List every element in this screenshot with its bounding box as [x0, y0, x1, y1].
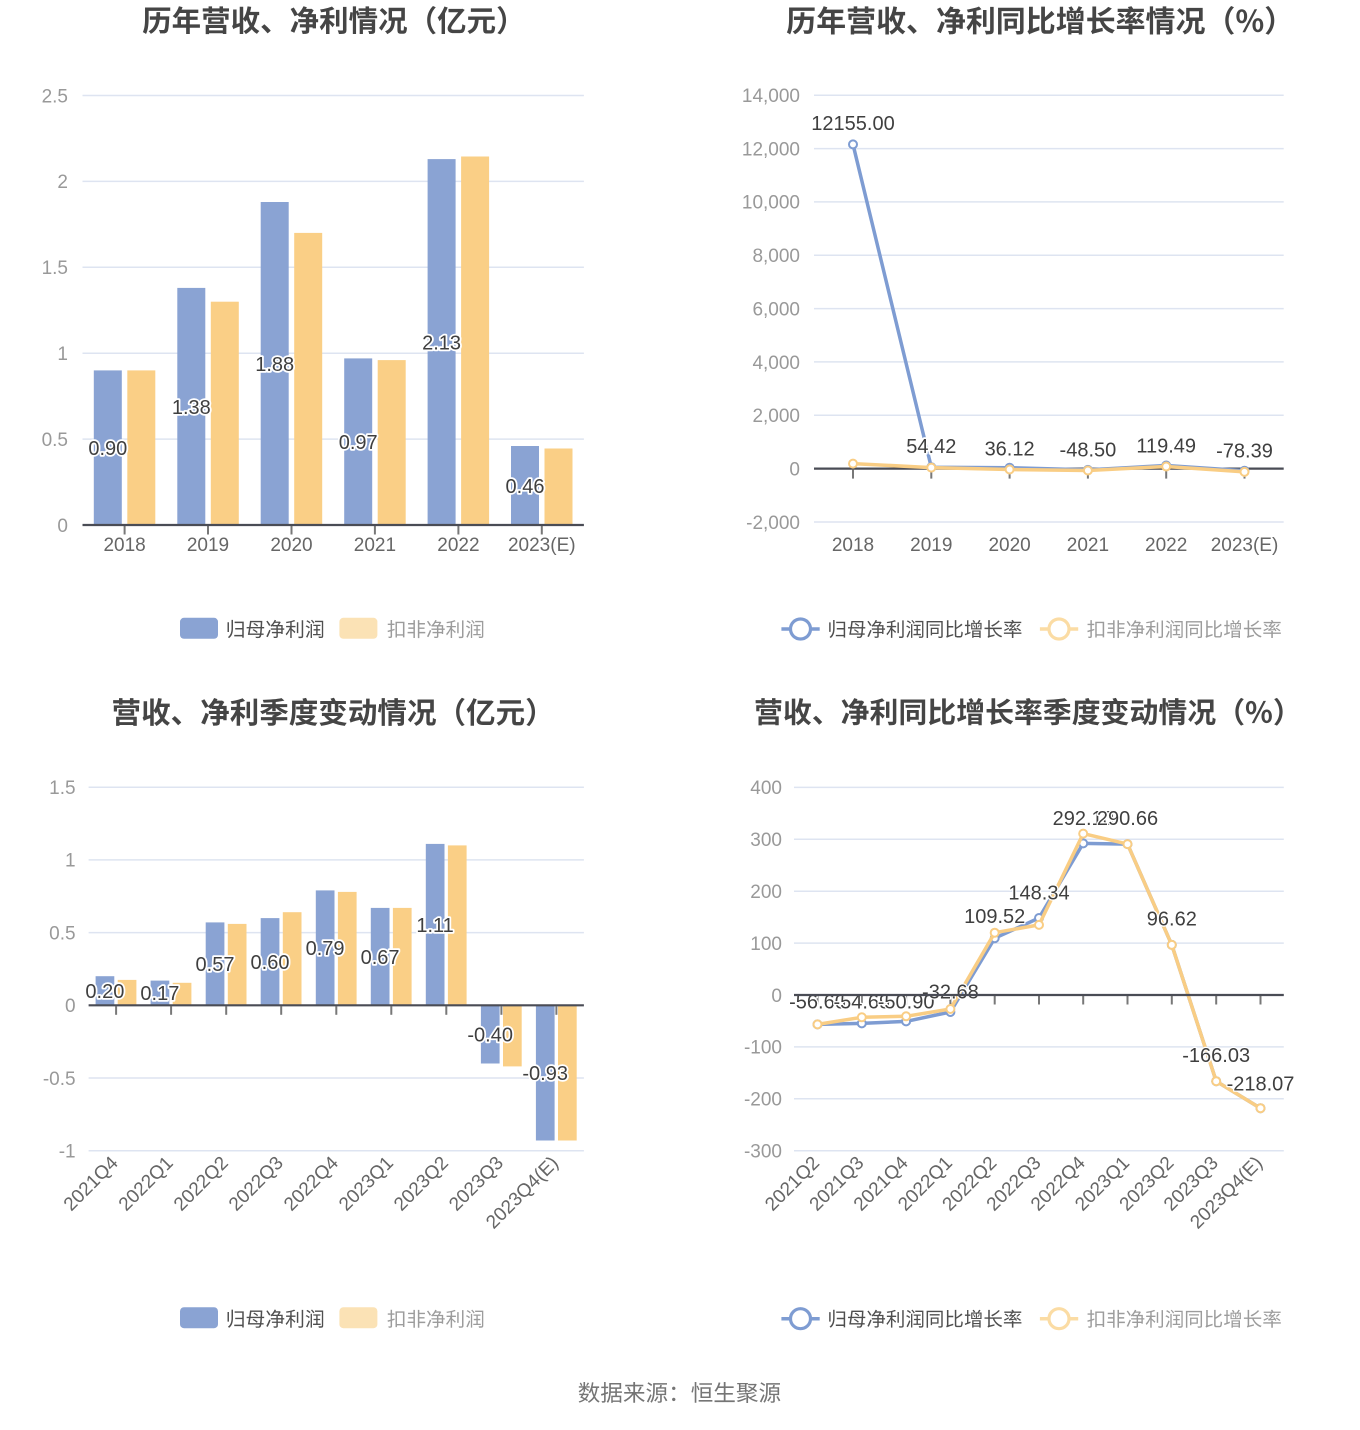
svg-text:0.60: 0.60 [251, 952, 290, 974]
svg-text:292.10: 292.10 [1053, 808, 1114, 830]
svg-text:0: 0 [771, 986, 782, 1007]
svg-text:-200: -200 [744, 1090, 782, 1111]
svg-text:2019: 2019 [187, 535, 229, 556]
svg-text:2.5: 2.5 [42, 86, 68, 107]
svg-text:10,000: 10,000 [742, 193, 800, 214]
svg-text:0.5: 0.5 [42, 430, 68, 451]
svg-text:400: 400 [750, 778, 782, 799]
svg-text:2023(E): 2023(E) [508, 535, 576, 556]
svg-text:1: 1 [65, 851, 76, 872]
svg-text:2,000: 2,000 [752, 406, 800, 427]
svg-text:-2,000: -2,000 [746, 513, 800, 534]
svg-text:100: 100 [750, 934, 782, 955]
svg-text:96.62: 96.62 [1147, 909, 1197, 931]
svg-text:4,000: 4,000 [752, 353, 800, 374]
svg-text:-300: -300 [744, 1142, 782, 1163]
svg-text:2018: 2018 [103, 535, 145, 556]
svg-text:0.20: 0.20 [85, 981, 124, 1003]
svg-text:290.66: 290.66 [1097, 808, 1158, 830]
svg-text:12,000: 12,000 [742, 139, 800, 160]
svg-text:119.49: 119.49 [1136, 436, 1196, 458]
svg-text:1: 1 [57, 344, 68, 365]
svg-text:0.17: 0.17 [140, 983, 179, 1005]
svg-text:0: 0 [65, 996, 76, 1017]
svg-text:-32.68: -32.68 [922, 982, 979, 1004]
svg-text:-0.5: -0.5 [43, 1069, 76, 1090]
svg-text:2022: 2022 [437, 535, 479, 556]
svg-text:-0.40: -0.40 [467, 1025, 513, 1047]
svg-text:0: 0 [789, 459, 800, 480]
svg-text:2021: 2021 [354, 535, 396, 556]
svg-text:148.34: 148.34 [1008, 883, 1069, 905]
svg-text:0.67: 0.67 [361, 947, 400, 969]
svg-text:1.5: 1.5 [49, 778, 75, 799]
svg-text:0.5: 0.5 [49, 923, 75, 944]
svg-text:8,000: 8,000 [752, 246, 800, 267]
svg-text:109.52: 109.52 [964, 906, 1025, 928]
svg-text:2021: 2021 [1067, 535, 1109, 556]
svg-text:0.79: 0.79 [306, 938, 345, 960]
svg-text:1.38: 1.38 [172, 397, 211, 419]
svg-text:2022: 2022 [1145, 535, 1187, 556]
svg-text:1.88: 1.88 [255, 354, 294, 376]
svg-text:0: 0 [57, 516, 68, 537]
svg-text:-0.93: -0.93 [522, 1063, 568, 1085]
svg-text:300: 300 [750, 830, 782, 851]
svg-text:2019: 2019 [910, 535, 952, 556]
svg-text:-100: -100 [744, 1038, 782, 1059]
svg-text:-218.07: -218.07 [1227, 1073, 1295, 1095]
svg-text:-166.03: -166.03 [1182, 1045, 1250, 1067]
svg-text:200: 200 [750, 882, 782, 903]
svg-text:2.13: 2.13 [422, 332, 461, 354]
svg-text:2018: 2018 [832, 535, 874, 556]
svg-text:-48.50: -48.50 [1060, 440, 1117, 462]
svg-text:54.42: 54.42 [906, 436, 956, 458]
svg-text:-1: -1 [59, 1142, 76, 1163]
svg-text:12155.00: 12155.00 [811, 113, 894, 135]
svg-text:-78.39: -78.39 [1216, 441, 1273, 463]
svg-text:0.90: 0.90 [88, 438, 127, 460]
svg-text:0.97: 0.97 [339, 432, 378, 454]
svg-text:0.46: 0.46 [506, 476, 545, 498]
svg-text:1.5: 1.5 [42, 258, 68, 279]
svg-text:2020: 2020 [988, 535, 1030, 556]
svg-text:1.11: 1.11 [416, 915, 453, 937]
svg-text:36.12: 36.12 [985, 439, 1035, 461]
svg-text:2020: 2020 [270, 535, 312, 556]
svg-text:2023(E): 2023(E) [1211, 535, 1279, 556]
svg-text:14,000: 14,000 [742, 86, 800, 107]
svg-text:2: 2 [57, 172, 68, 193]
svg-text:6,000: 6,000 [752, 299, 800, 320]
svg-text:0.57: 0.57 [196, 954, 235, 976]
